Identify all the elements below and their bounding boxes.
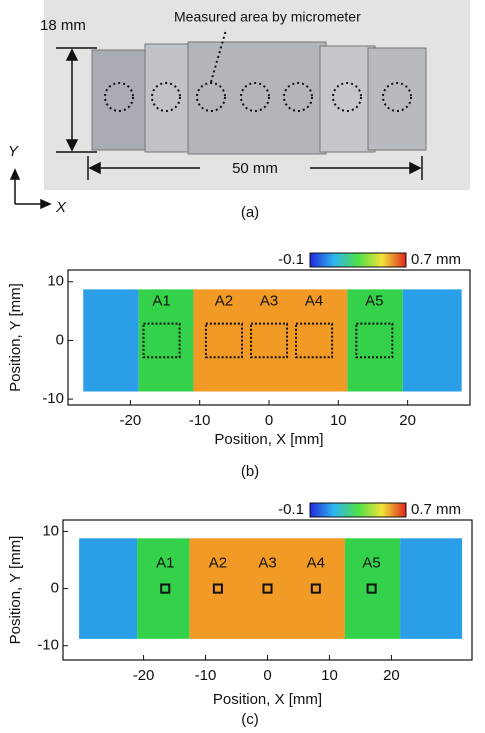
x-tick-label: 20 <box>383 667 400 684</box>
x-tick-label: 10 <box>321 667 338 684</box>
x-axis-title: Position, X [mm] <box>214 431 323 448</box>
y-tick-label: 0 <box>56 331 64 348</box>
map-region <box>137 538 189 639</box>
figure: 18 mm Measured area by micrometer 50 mm … <box>0 0 485 733</box>
colorbar-max: 0.7 mm <box>411 501 461 518</box>
y-tick-label: 10 <box>42 522 59 539</box>
colorbar <box>310 503 406 517</box>
area-label: A2 <box>215 293 233 310</box>
area-label: A1 <box>156 554 174 571</box>
map-region <box>400 538 462 639</box>
x-tick-label: 10 <box>330 412 347 429</box>
x-tick-label: 20 <box>399 412 416 429</box>
width-label: 50 mm <box>232 160 278 177</box>
area-label: A4 <box>305 293 323 310</box>
y-tick-label: -10 <box>42 390 64 407</box>
caption: (b) <box>241 463 259 480</box>
colorbar-min: -0.1 <box>278 251 304 268</box>
x-tick-label: -20 <box>120 412 142 429</box>
area-label: Measured area by micrometer <box>174 9 361 25</box>
area-label: A5 <box>365 293 383 310</box>
colorbar-max: 0.7 mm <box>411 251 461 268</box>
x-tick-label: 0 <box>263 667 271 684</box>
x-tick-label: -10 <box>195 667 217 684</box>
y-axis-title: Position, Y [mm] <box>7 536 24 645</box>
area-label: A5 <box>362 554 380 571</box>
area-label: A3 <box>258 554 276 571</box>
y-axis-label: Y <box>8 143 19 160</box>
area-label: A3 <box>260 293 278 310</box>
x-tick-label: -20 <box>133 667 155 684</box>
area-label: A1 <box>152 293 170 310</box>
y-tick-label: 0 <box>51 580 59 597</box>
map-region <box>83 289 138 391</box>
area-label: A4 <box>307 554 325 571</box>
colorbar-min: -0.1 <box>278 501 304 518</box>
colorbar <box>310 253 406 267</box>
x-axis-title: Position, X [mm] <box>213 691 322 708</box>
area-label: A2 <box>209 554 227 571</box>
y-axis-title: Position, Y [mm] <box>7 283 24 392</box>
map-region <box>403 289 462 391</box>
x-tick-label: 0 <box>265 412 273 429</box>
y-tick-label: 10 <box>47 273 64 290</box>
map-region <box>79 538 137 639</box>
caption: (c) <box>241 711 259 728</box>
map-region <box>189 538 345 639</box>
x-tick-label: -10 <box>189 412 211 429</box>
map-region <box>345 538 400 639</box>
height-label: 18 mm <box>40 17 86 34</box>
caption: (a) <box>241 204 259 221</box>
y-tick-label: -10 <box>37 637 59 654</box>
x-axis-label: X <box>55 199 67 216</box>
